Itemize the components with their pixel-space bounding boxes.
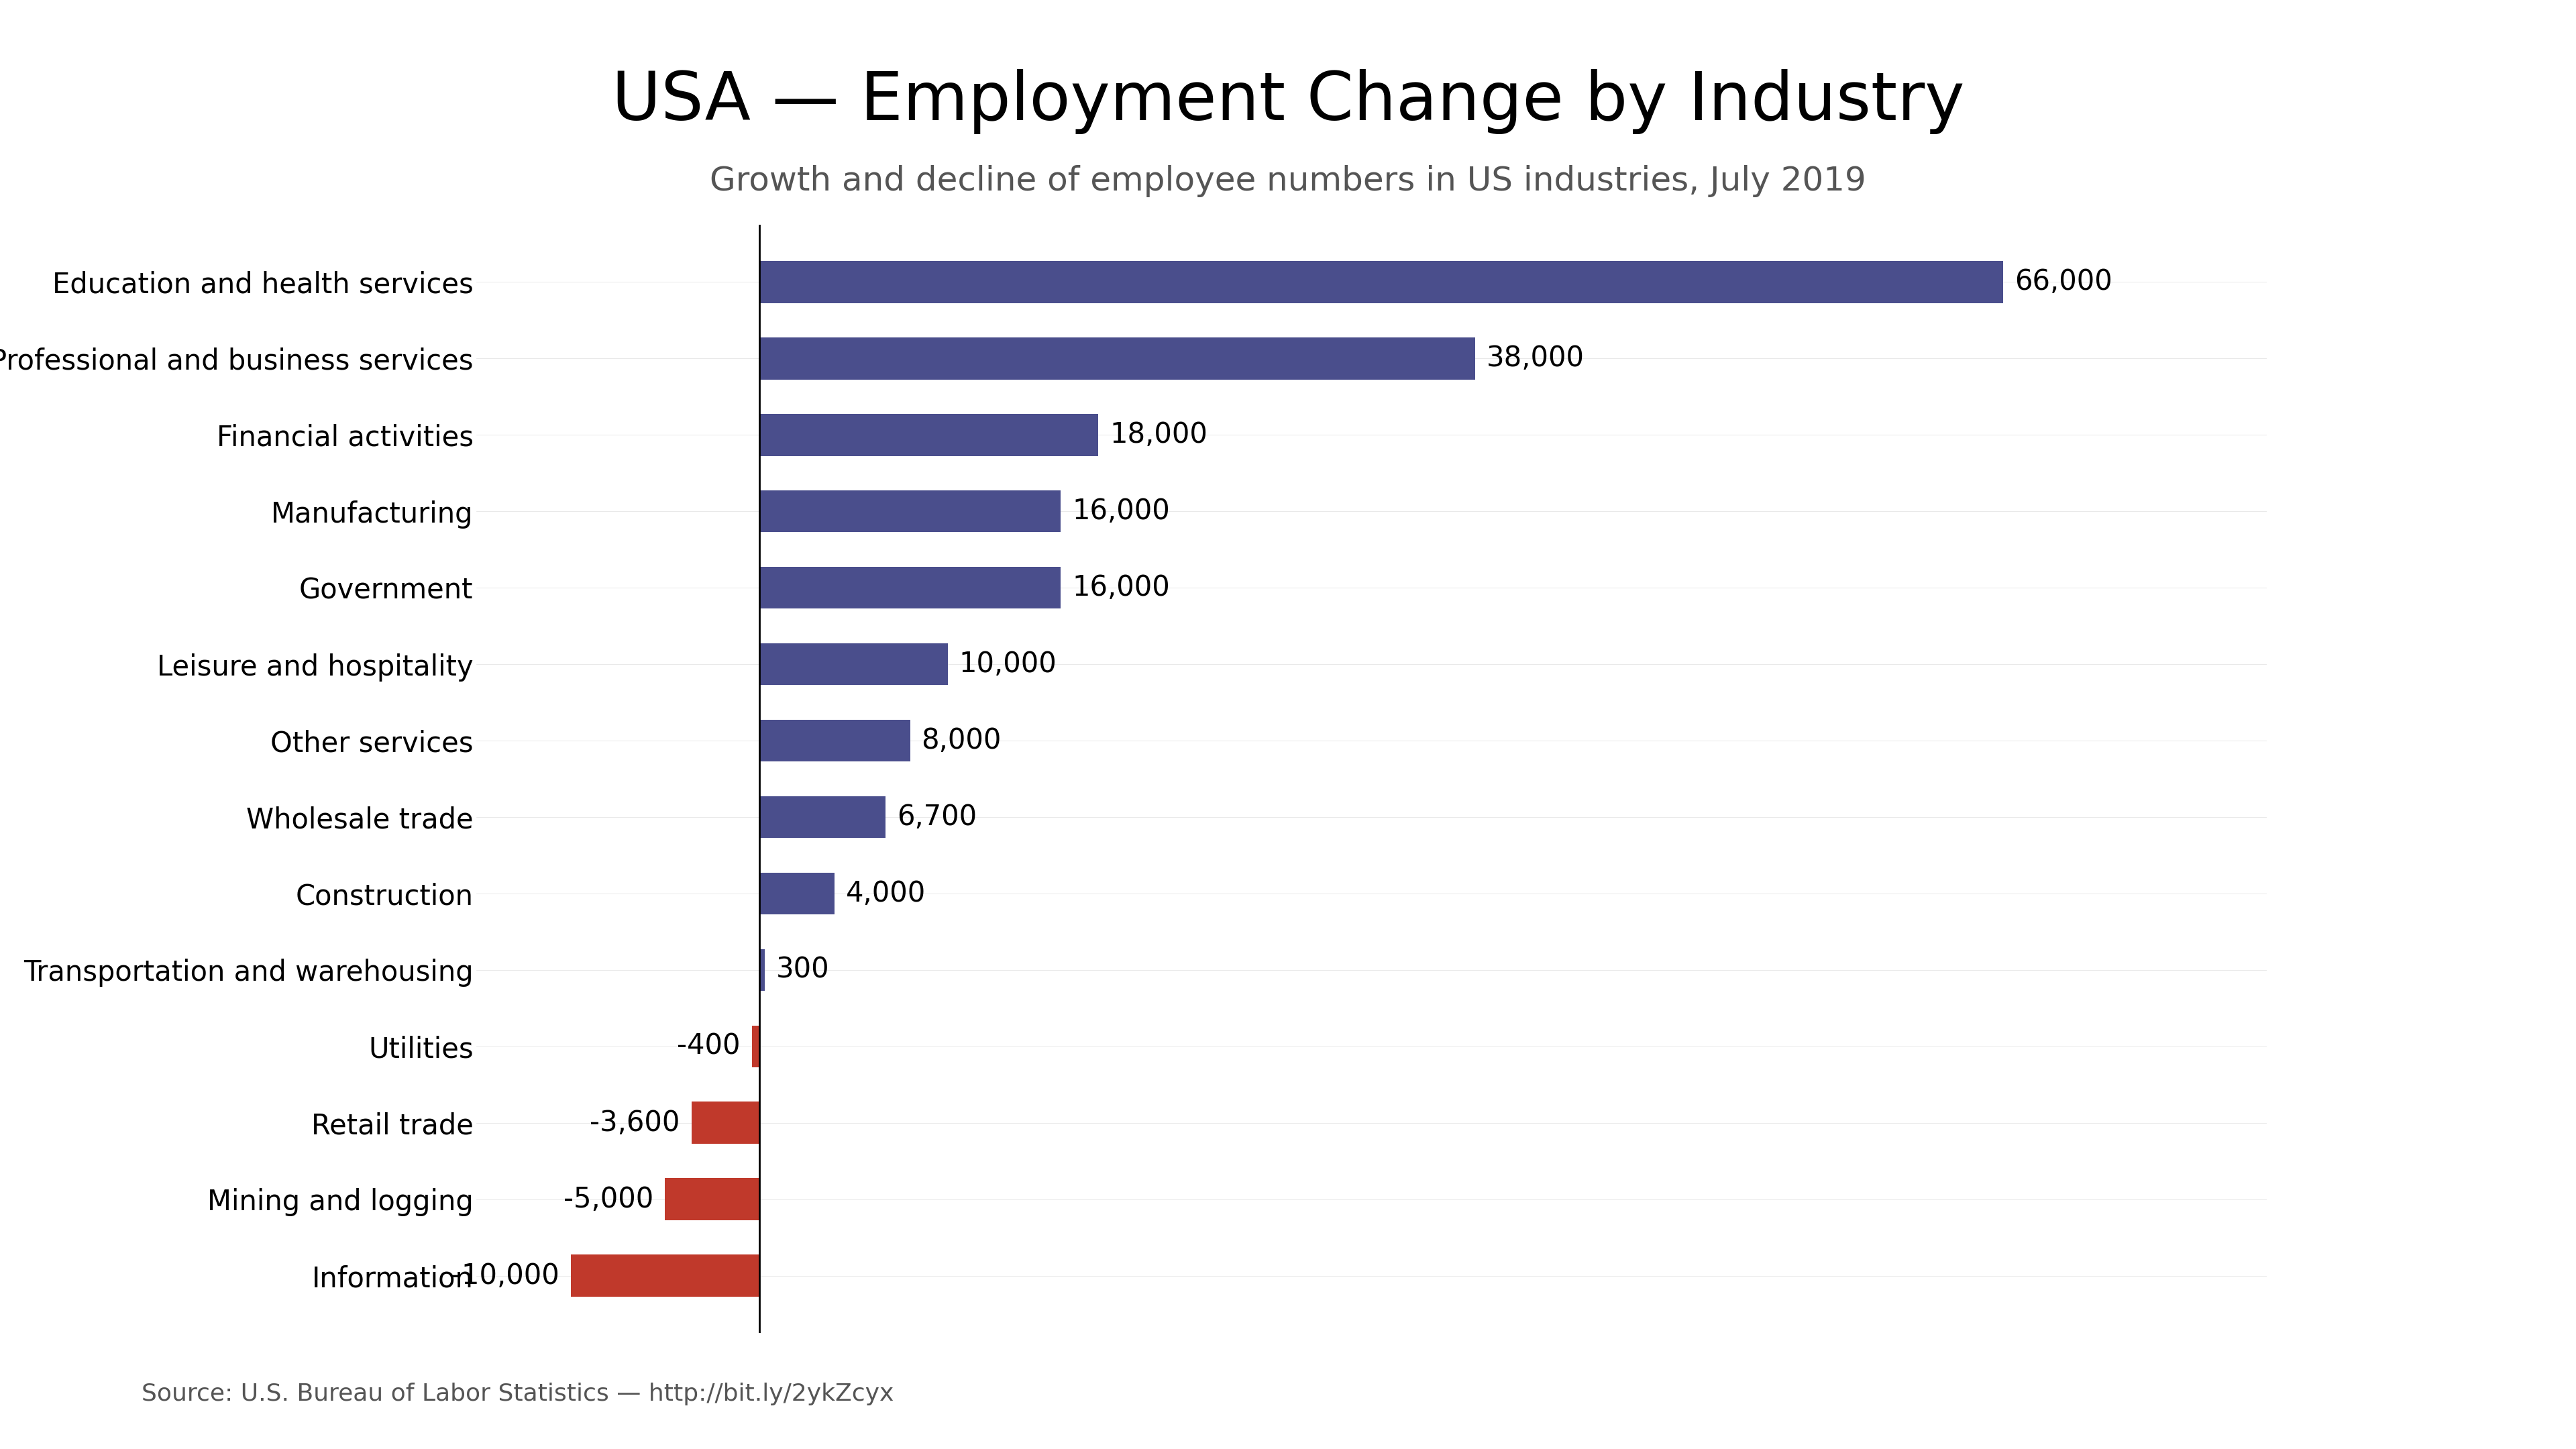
Bar xyxy=(760,567,1061,609)
Text: 4,000: 4,000 xyxy=(845,880,925,907)
Text: 300: 300 xyxy=(775,956,829,984)
Text: 6,700: 6,700 xyxy=(896,803,976,832)
Text: USA — Employment Change by Industry: USA — Employment Change by Industry xyxy=(611,70,1965,133)
Bar xyxy=(760,490,1061,532)
Bar xyxy=(760,720,909,762)
Text: -400: -400 xyxy=(677,1032,739,1061)
Bar xyxy=(760,949,765,991)
Text: 66,000: 66,000 xyxy=(2014,268,2112,296)
Text: 16,000: 16,000 xyxy=(1072,574,1170,601)
Text: -5,000: -5,000 xyxy=(564,1185,654,1213)
Bar xyxy=(690,1101,760,1143)
Bar xyxy=(752,1026,760,1068)
Text: 10,000: 10,000 xyxy=(958,651,1056,678)
Bar xyxy=(760,643,948,685)
Bar xyxy=(760,872,835,914)
Text: 16,000: 16,000 xyxy=(1072,497,1170,526)
Text: 38,000: 38,000 xyxy=(1486,345,1584,372)
Text: -3,600: -3,600 xyxy=(590,1108,680,1137)
Bar xyxy=(760,261,2004,303)
Text: Source: U.S. Bureau of Labor Statistics — http://bit.ly/2ykZcyx: Source: U.S. Bureau of Labor Statistics … xyxy=(142,1382,894,1406)
Text: 18,000: 18,000 xyxy=(1110,420,1208,449)
Text: Growth and decline of employee numbers in US industries, July 2019: Growth and decline of employee numbers i… xyxy=(711,165,1865,197)
Bar xyxy=(665,1178,760,1220)
Text: 8,000: 8,000 xyxy=(922,726,1002,755)
Text: -10,000: -10,000 xyxy=(451,1262,559,1290)
Bar xyxy=(760,338,1476,380)
Bar xyxy=(572,1255,760,1297)
Bar xyxy=(760,414,1097,456)
Bar xyxy=(760,796,886,838)
